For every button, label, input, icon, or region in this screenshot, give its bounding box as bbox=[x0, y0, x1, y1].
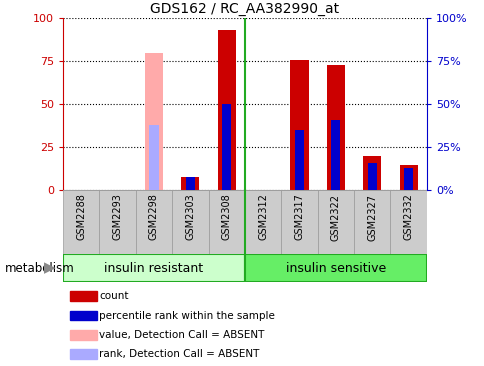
Text: GSM2312: GSM2312 bbox=[257, 194, 268, 240]
Bar bbox=[70, 291, 96, 301]
Bar bbox=[244, 190, 281, 254]
Text: GSM2308: GSM2308 bbox=[221, 194, 231, 240]
Text: GSM2322: GSM2322 bbox=[330, 194, 340, 240]
Bar bbox=[149, 125, 158, 190]
Bar bbox=[367, 163, 376, 190]
Bar bbox=[181, 176, 199, 190]
Bar bbox=[63, 190, 99, 254]
Text: percentile rank within the sample: percentile rank within the sample bbox=[99, 311, 275, 321]
Bar bbox=[172, 190, 208, 254]
Text: metabolism: metabolism bbox=[5, 262, 75, 274]
Bar bbox=[70, 311, 96, 321]
Text: GSM2293: GSM2293 bbox=[112, 194, 122, 240]
Bar bbox=[70, 330, 96, 340]
Text: rank, Detection Call = ABSENT: rank, Detection Call = ABSENT bbox=[99, 349, 259, 359]
Text: GSM2303: GSM2303 bbox=[185, 194, 195, 240]
Bar bbox=[145, 53, 163, 190]
Text: ▶: ▶ bbox=[44, 261, 56, 276]
Bar bbox=[290, 60, 308, 190]
Bar bbox=[222, 104, 231, 190]
Bar bbox=[99, 190, 136, 254]
Text: GSM2288: GSM2288 bbox=[76, 194, 86, 240]
Bar bbox=[390, 190, 426, 254]
Bar bbox=[185, 176, 195, 190]
Bar bbox=[317, 190, 353, 254]
Text: count: count bbox=[99, 291, 129, 301]
Bar bbox=[403, 168, 412, 190]
Text: value, Detection Call = ABSENT: value, Detection Call = ABSENT bbox=[99, 330, 264, 340]
Text: GSM2317: GSM2317 bbox=[294, 194, 304, 240]
Text: insulin sensitive: insulin sensitive bbox=[285, 262, 385, 274]
Bar bbox=[208, 190, 244, 254]
Text: insulin resistant: insulin resistant bbox=[104, 262, 203, 274]
Bar bbox=[217, 30, 235, 190]
Bar bbox=[294, 130, 303, 190]
Bar bbox=[70, 350, 96, 359]
Text: GSM2332: GSM2332 bbox=[403, 194, 413, 240]
Bar bbox=[326, 65, 344, 190]
Bar bbox=[353, 190, 390, 254]
Bar bbox=[63, 254, 244, 282]
Text: GSM2298: GSM2298 bbox=[149, 194, 159, 240]
Bar bbox=[281, 190, 317, 254]
Title: GDS162 / RC_AA382990_at: GDS162 / RC_AA382990_at bbox=[150, 2, 339, 16]
Bar bbox=[331, 120, 340, 190]
Text: GSM2327: GSM2327 bbox=[366, 194, 377, 240]
Bar bbox=[399, 165, 417, 190]
Bar bbox=[244, 254, 426, 282]
Bar bbox=[363, 156, 380, 190]
Bar bbox=[136, 190, 172, 254]
